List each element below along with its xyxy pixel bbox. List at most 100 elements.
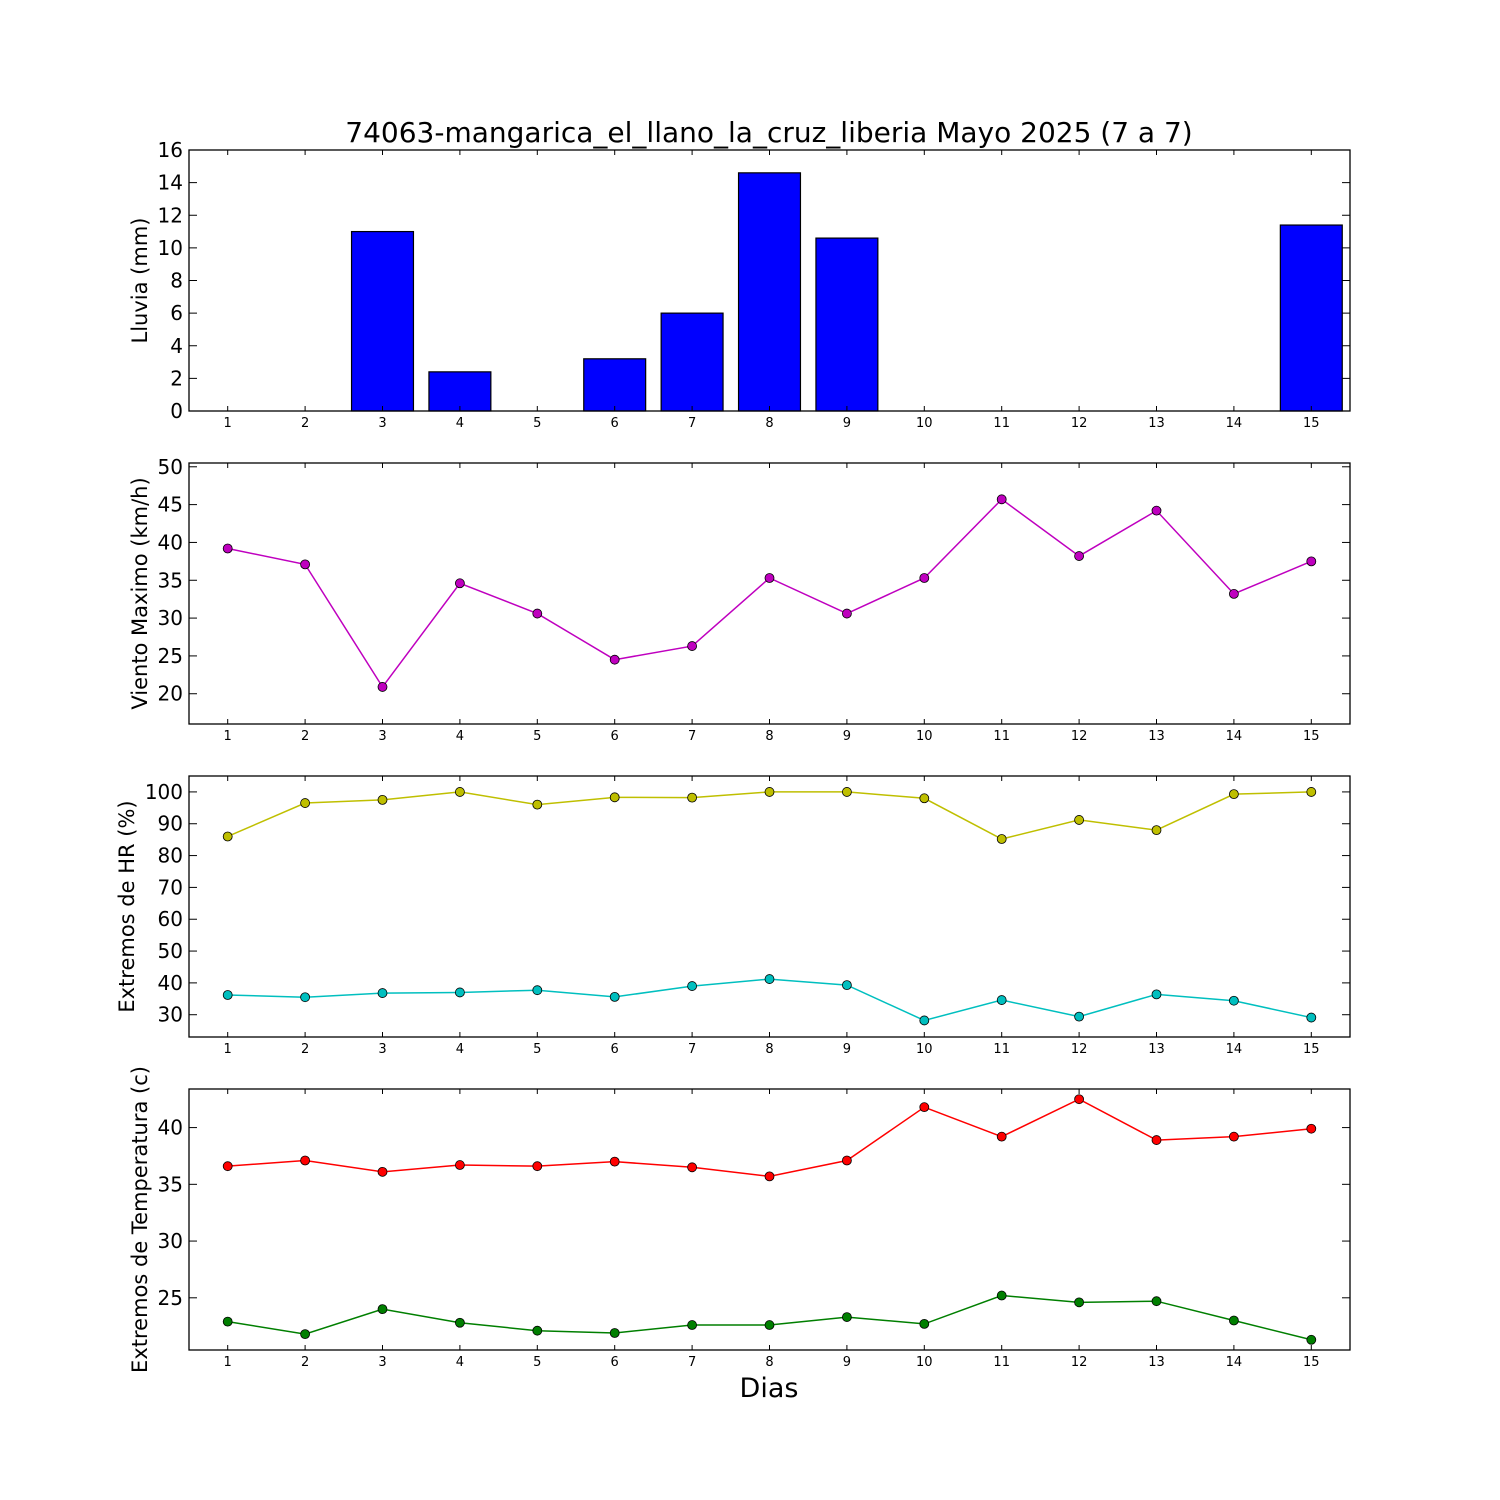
x-tick-label: 9 [843,1042,851,1057]
series-2-point-day-12 [1074,1011,1084,1022]
series-2-point-day-5 [532,985,543,996]
series-1-point-day-8 [764,1171,775,1182]
x-tick-label: 7 [688,729,696,744]
series-1-point-day-7 [687,792,697,803]
y-tick-label: 12 [158,203,183,227]
x-tick-label: 11 [993,1042,1010,1057]
y-tick-label: 2 [170,366,183,390]
series-2-point-day-1 [222,1316,233,1327]
series-1-point-day-8 [764,573,775,583]
series-1-point-day-4 [454,578,465,589]
y-tick-label: 35 [158,568,183,592]
series-1-point-day-15 [1306,787,1317,797]
x-tick-label: 12 [1071,416,1088,431]
y-tick-label: 40 [158,530,183,554]
x-tick-label: 1 [224,1355,232,1370]
y-tick-label: 80 [158,844,183,868]
series-1-point-day-12 [1074,1094,1084,1105]
x-tick-label: 8 [765,1355,773,1370]
x-tick-label: 13 [1148,729,1165,744]
y-tick-label: 40 [158,1116,183,1140]
x-tick-label: 13 [1148,1042,1165,1057]
series-2-point-day-14 [1229,1315,1239,1326]
series-2-point-day-9 [842,980,852,991]
x-tick-label: 7 [688,1042,696,1057]
y-tick-label: 90 [158,812,183,836]
x-tick-label: 8 [765,729,773,744]
y-tick-label: 100 [145,780,183,804]
x-tick-label: 13 [1148,416,1165,431]
x-tick-label: 1 [224,416,232,431]
x-tick-label: 10 [916,1042,933,1057]
x-tick-label: 12 [1071,729,1088,744]
series-2-point-day-13 [1151,989,1162,1000]
x-tick-label: 14 [1226,1355,1243,1370]
x-tick-label: 9 [843,729,851,744]
y-tick-label: 50 [158,939,183,963]
x-tick-label: 8 [765,416,773,431]
figure-title: 74063-mangarica_el_llano_la_cruz_liberia… [345,116,1192,149]
series-1-point-day-3 [377,682,388,692]
series-2-point-day-3 [377,988,388,998]
chart-panel-2: 1 2 3 4 5 6 7 8 9 10 11 12 13 14 1520253035404550Vient… [128,455,1351,744]
x-tick-label: 14 [1226,416,1243,431]
series-1-point-day-3 [377,794,388,805]
y-tick-label: 25 [158,1286,183,1310]
x-tick-label: 13 [1148,1355,1165,1370]
bar-day-4 [428,371,492,412]
series-2-point-day-12 [1074,1297,1084,1308]
series-1-point-day-4 [454,1160,465,1170]
series-1-point-day-11 [996,834,1007,844]
series-2-point-day-11 [996,1290,1007,1301]
series-1-point-day-9 [842,1155,852,1166]
x-tick-label: 7 [688,1355,696,1370]
series-2-point-day-13 [1151,1296,1162,1307]
series-1-point-day-5 [532,799,543,810]
x-tick-label: 4 [456,1042,464,1057]
series-2-point-day-10 [919,1015,930,1026]
series-1-point-day-9 [842,608,852,619]
series-1-point-day-5 [532,1161,543,1172]
x-tick-label: 4 [456,729,464,744]
x-tick-label: 11 [993,1355,1010,1370]
series-1-point-day-11 [996,494,1007,505]
series-1-point-day-1 [222,831,233,842]
series-1-point-day-7 [687,1162,697,1173]
x-tick-label: 15 [1303,1042,1320,1057]
series-2-point-day-4 [454,1317,465,1328]
series-1-point-day-10 [919,793,930,804]
x-tick-label: 4 [456,416,464,431]
x-tick-label: 14 [1226,1042,1243,1057]
bar-day-9 [815,237,879,412]
bar-day-7 [660,312,724,412]
x-tick-label: 5 [533,1042,541,1057]
y-tick-label: 30 [158,1003,183,1027]
y-tick-label: 50 [158,455,183,479]
series-1-point-day-15 [1306,556,1317,567]
y-axis-label: Lluvia (mm) [128,218,152,344]
x-tick-label: 8 [765,1042,773,1057]
series-2-point-day-7 [687,981,697,991]
y-tick-label: 14 [158,171,183,195]
x-tick-label: 10 [916,416,933,431]
series-1-point-day-9 [842,787,852,797]
x-tick-label: 3 [378,1042,386,1057]
x-tick-label: 3 [378,729,386,744]
bar-day-15 [1279,224,1343,412]
y-tick-label: 25 [158,644,183,668]
y-tick-label: 4 [170,334,183,358]
series-1-point-day-13 [1151,825,1162,836]
series-1-point-day-2 [300,798,311,808]
x-axis-label: Dias [740,1373,799,1404]
series-1-point-day-13 [1151,1135,1162,1145]
series-2-point-day-2 [300,1329,311,1340]
x-tick-label: 10 [916,1355,933,1370]
y-tick-label: 16 [158,138,183,162]
series-2-point-day-1 [222,990,233,1000]
x-tick-label: 5 [533,1355,541,1370]
x-tick-label: 1 [224,729,232,744]
y-axis-label: Viento Maximo (km/h) [128,477,152,709]
series-2-point-day-6 [609,991,620,1002]
y-tick-label: 40 [158,971,183,995]
y-tick-label: 30 [158,1229,183,1253]
